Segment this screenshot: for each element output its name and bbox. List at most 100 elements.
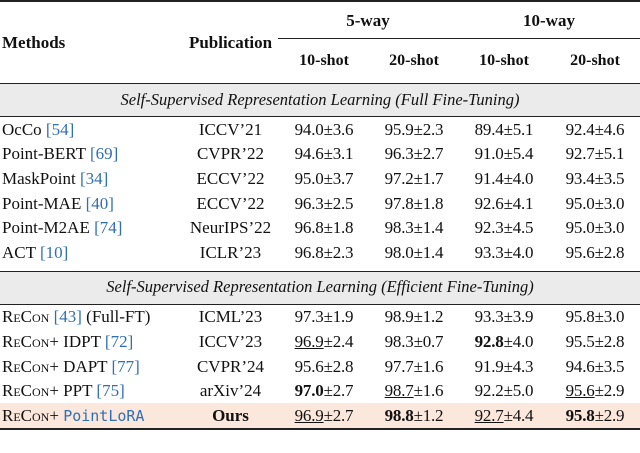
second-best-value: 95.6 [565,381,595,401]
value-cell: 97.0±2.7 [278,378,370,403]
method-cell: ReCon+ PPT [75] [0,378,183,403]
table-row-ours: ReCon+ PointLoRA Ours 96.9±2.7 98.8±1.2 … [0,402,640,429]
method-name: ReCon+ IDPT [2,331,105,351]
publication-cell: ICML’23 [198,307,263,327]
table-row: Point-MAE [40] ECCV’22 96.3±2.5 97.8±1.8… [0,191,640,216]
value-cell: 98.7±1.6 [370,378,458,403]
section-header-efficient-ft: Self-Supervised Representation Learning … [0,270,640,305]
best-value: 98.8 [384,405,414,425]
value-cell: 96.3±2.7 [384,144,444,164]
value-cell: 92.3±4.5 [474,218,534,238]
method-name: ReCon [2,307,54,327]
std-value: ±2.7 [323,405,354,425]
pointlora-method-name: PointLoRA [63,406,145,425]
value-cell: 91.0±5.4 [474,144,534,164]
citation-link[interactable]: [34] [79,168,109,188]
best-value: 92.8 [474,331,504,351]
citation-link[interactable]: [43] [53,307,82,327]
table-row: Point-M2AE [74] NeurIPS’22 96.8±1.8 98.3… [0,215,640,240]
method-name: Point-BERT [2,144,90,164]
value-cell: 95.0±3.7 [294,168,354,188]
table-row: ReCon+ DAPT [77] CVPR’24 95.6±2.8 97.7±1… [0,354,640,379]
second-best-value: 92.7 [474,405,504,425]
citation-link[interactable]: [10] [39,242,69,262]
value-cell: 95.8±3.0 [565,307,625,327]
method-cell: ReCon+ DAPT [77] [0,354,183,379]
std-value: ±2.9 [594,405,625,425]
results-table: Methods Publication 5-way 10-way 10-shot… [0,0,640,429]
table-row: ReCon+ IDPT [72] ICCV’23 96.9±2.4 98.3±0… [0,329,640,354]
citation-link[interactable]: [40] [85,193,114,213]
value-cell: 98.8±1.2 [370,402,458,429]
citation-link[interactable]: [74] [94,218,123,238]
method-name: ReCon+ DAPT [2,356,112,376]
value-cell: 94.0±3.6 [294,119,354,139]
value-cell: 95.6±2.8 [294,356,354,376]
value-cell: 92.4±4.6 [565,119,625,139]
method-suffix: (Full-FT) [81,307,151,327]
shot-header: 10-shot [479,52,529,69]
second-best-value: 96.9 [294,331,324,351]
value-cell: 92.7±4.4 [458,402,550,429]
method-cell: OcCo [54] [0,117,183,142]
table-row: OcCo [54] ICCV’21 94.0±3.6 95.9±2.3 89.4… [0,116,640,142]
citation-link[interactable]: [69] [89,144,119,164]
method-name: ACT [2,242,40,262]
section-title: Self-Supervised Representation Learning … [0,83,640,117]
value-cell: 96.3±2.5 [294,193,354,213]
value-cell: 91.4±4.0 [474,168,534,188]
publication-cell: ECCV’22 [196,193,265,213]
value-cell: 93.3±4.0 [474,242,534,262]
table-row: ACT [10] ICLR’23 96.8±2.3 98.0±1.4 93.3±… [0,240,640,265]
value-cell: 98.3±1.4 [384,218,444,238]
publication-cell: ICCV’21 [198,119,263,139]
publication-cell: CVPR’24 [196,356,265,376]
value-cell: 98.0±1.4 [384,242,444,262]
value-cell: 93.3±3.9 [474,307,534,327]
header-row-2: 10-shot 20-shot 10-shot 20-shot [0,39,640,84]
publication-cell: ICCV’23 [198,331,263,351]
section-header-full-ft: Self-Supervised Representation Learning … [0,83,640,117]
value-cell: 94.6±3.5 [565,356,625,376]
value-cell: 92.2±5.0 [474,381,534,401]
value-cell: 96.9±2.4 [278,329,370,354]
ten-way-header: 10-way [458,0,640,39]
shot-header: 10-shot [299,52,349,69]
citation-link[interactable]: [72] [104,331,134,351]
method-cell: Point-BERT [69] [0,142,183,167]
value-cell: 92.6±4.1 [474,193,534,213]
value-cell: 95.0±3.0 [565,218,625,238]
value-cell: 94.6±3.1 [294,144,354,164]
value-cell: 98.3±0.7 [384,331,444,351]
value-cell: 97.3±1.9 [294,307,354,327]
shot-header: 20-shot [570,52,620,69]
value-cell: 95.6±2.9 [550,378,640,403]
value-cell: 95.5±2.8 [565,331,625,351]
publication-cell: ECCV’22 [196,168,265,188]
table-row: ReCon [43] (Full-FT) ICML’23 97.3±1.9 98… [0,304,640,329]
five-way-header: 5-way [278,0,458,39]
method-cell: ReCon+ PointLoRA [0,402,183,429]
value-cell: 95.0±3.0 [565,193,625,213]
second-best-value: 96.9 [294,405,324,425]
method-cell: ReCon [43] (Full-FT) [0,304,183,329]
citation-link[interactable]: [77] [111,356,140,376]
std-value: ±2.9 [594,381,625,401]
section-title: Self-Supervised Representation Learning … [0,270,640,305]
value-cell: 95.6±2.8 [565,242,625,262]
value-cell: 97.7±1.6 [384,356,444,376]
table-row: MaskPoint [34] ECCV’22 95.0±3.7 97.2±1.7… [0,166,640,191]
citation-link[interactable]: [54] [45,119,75,139]
publication-header: Publication [183,0,278,84]
method-cell: Point-M2AE [74] [0,215,183,240]
value-cell: 96.8±2.3 [294,242,354,262]
value-cell: 97.2±1.7 [384,168,444,188]
value-cell: 95.9±2.3 [384,119,444,139]
method-name: Point-MAE [2,193,86,213]
value-cell: 96.9±2.7 [278,402,370,429]
citation-link[interactable]: [75] [96,381,125,401]
value-cell: 98.9±1.2 [384,307,444,327]
std-value: ±1.6 [413,381,444,401]
method-name: MaskPoint [2,168,80,188]
publication-cell: Ours [183,402,278,429]
